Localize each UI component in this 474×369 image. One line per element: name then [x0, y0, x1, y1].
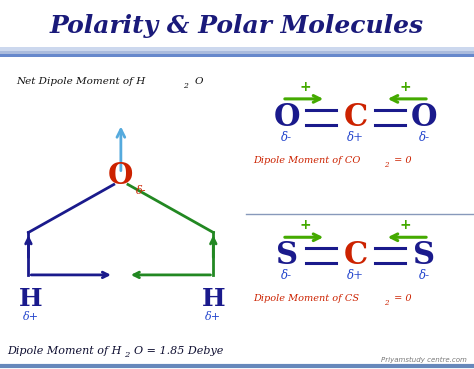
Text: Dipole Moment of CO: Dipole Moment of CO	[254, 156, 361, 165]
Text: +: +	[300, 218, 311, 232]
Text: δ+: δ+	[347, 269, 364, 282]
Text: = 0: = 0	[391, 156, 412, 165]
Text: δ-: δ-	[419, 131, 430, 144]
Text: δ-: δ-	[136, 186, 146, 196]
Text: 2: 2	[384, 161, 388, 169]
Text: Dipole Moment of CS: Dipole Moment of CS	[254, 294, 360, 303]
Text: δ+: δ+	[205, 312, 221, 323]
Text: Dipole Moment of H: Dipole Moment of H	[7, 345, 121, 356]
Text: C: C	[343, 240, 368, 271]
Text: δ-: δ-	[419, 269, 430, 282]
Text: δ+: δ+	[23, 312, 39, 323]
Text: S: S	[276, 240, 298, 271]
Text: δ+: δ+	[347, 131, 364, 144]
Text: O: O	[273, 102, 300, 133]
Bar	[0, 47, 474, 54]
Text: H: H	[19, 287, 43, 311]
Text: Net Dipole Moment of H: Net Dipole Moment of H	[17, 77, 146, 86]
Text: +: +	[300, 80, 311, 94]
Bar	[0, 47, 474, 52]
Text: +: +	[400, 80, 411, 94]
Text: C: C	[343, 102, 368, 133]
Bar	[0, 47, 474, 57]
Text: Polarity & Polar Molecules: Polarity & Polar Molecules	[50, 14, 424, 38]
Text: 2: 2	[384, 299, 388, 307]
Text: δ-: δ-	[281, 269, 292, 282]
Text: O: O	[194, 77, 203, 86]
Text: H: H	[201, 287, 225, 311]
Text: = 0: = 0	[391, 294, 412, 303]
Text: O: O	[108, 161, 134, 190]
Text: 2: 2	[183, 82, 188, 90]
Text: O: O	[411, 102, 438, 133]
Text: δ-: δ-	[281, 131, 292, 144]
Text: S: S	[413, 240, 435, 271]
Text: +: +	[400, 218, 411, 232]
Text: O = 1.85 Debye: O = 1.85 Debye	[134, 345, 223, 356]
Text: Priyamstudy centre.com: Priyamstudy centre.com	[381, 357, 467, 363]
Text: 2: 2	[124, 351, 129, 359]
